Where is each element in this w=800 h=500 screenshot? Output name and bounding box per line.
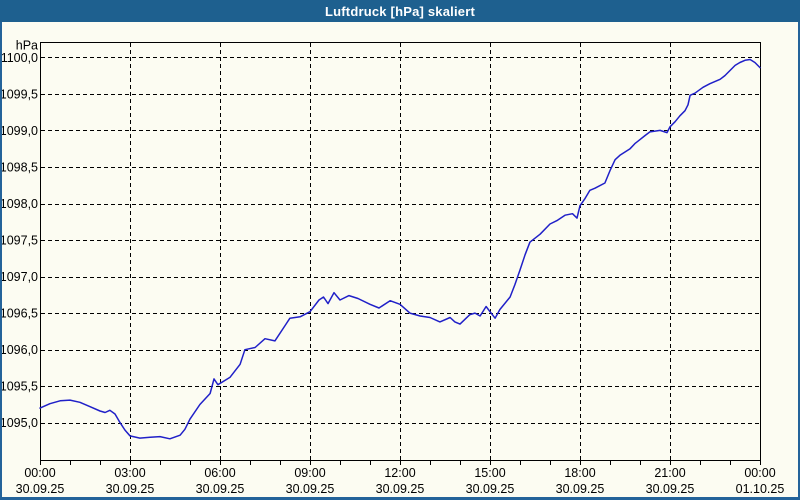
svg-text:1095,5: 1095,5 [0, 380, 38, 394]
svg-text:03:00: 03:00 [114, 466, 145, 480]
svg-text:12:00: 12:00 [384, 466, 415, 480]
svg-text:30.09.25: 30.09.25 [106, 482, 155, 496]
svg-text:30.09.25: 30.09.25 [466, 482, 515, 496]
svg-text:21:00: 21:00 [654, 466, 685, 480]
title-bar: Luftdruck [hPa] skaliert [0, 0, 800, 22]
svg-text:06:00: 06:00 [204, 466, 235, 480]
svg-text:1095,0: 1095,0 [0, 416, 38, 430]
svg-text:30.09.25: 30.09.25 [376, 482, 425, 496]
svg-text:1100,0: 1100,0 [1, 51, 38, 65]
svg-text:01.10.25: 01.10.25 [736, 482, 785, 496]
svg-text:1096,5: 1096,5 [0, 307, 38, 321]
svg-text:09:00: 09:00 [294, 466, 325, 480]
svg-text:1097,5: 1097,5 [0, 234, 38, 248]
svg-text:30.09.25: 30.09.25 [196, 482, 245, 496]
window-title: Luftdruck [hPa] skaliert [325, 3, 475, 19]
svg-text:30.09.25: 30.09.25 [16, 482, 65, 496]
window-border-left [0, 22, 2, 497]
svg-text:1098,5: 1098,5 [0, 160, 38, 174]
svg-text:1099,5: 1099,5 [0, 87, 38, 101]
svg-text:1098,0: 1098,0 [0, 197, 38, 211]
window-border-right [798, 22, 800, 497]
svg-text:00:00: 00:00 [744, 466, 775, 480]
svg-text:hPa: hPa [16, 38, 38, 52]
svg-text:18:00: 18:00 [564, 466, 595, 480]
window-border-bottom [0, 497, 800, 500]
svg-text:30.09.25: 30.09.25 [646, 482, 695, 496]
svg-text:00:00: 00:00 [24, 466, 55, 480]
svg-text:1096,0: 1096,0 [0, 343, 38, 357]
svg-text:30.09.25: 30.09.25 [556, 482, 605, 496]
svg-text:30.09.25: 30.09.25 [286, 482, 335, 496]
svg-text:15:00: 15:00 [474, 466, 505, 480]
svg-text:1099,0: 1099,0 [0, 124, 38, 138]
svg-text:1097,0: 1097,0 [0, 270, 38, 284]
